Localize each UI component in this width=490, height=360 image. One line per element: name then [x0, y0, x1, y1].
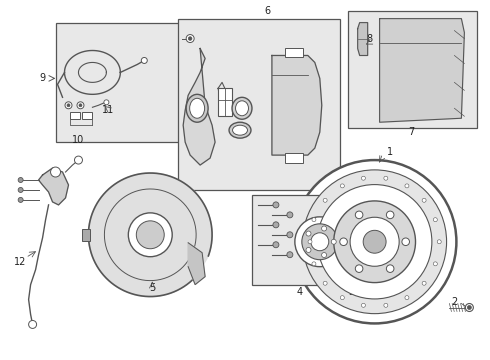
- Circle shape: [405, 184, 409, 188]
- Text: 8: 8: [367, 33, 373, 44]
- Circle shape: [273, 242, 279, 248]
- Ellipse shape: [190, 98, 205, 118]
- Circle shape: [306, 247, 311, 252]
- Polygon shape: [380, 19, 465, 122]
- Text: 12: 12: [14, 257, 27, 267]
- Circle shape: [467, 306, 471, 310]
- Circle shape: [323, 281, 327, 285]
- Text: 10: 10: [73, 135, 85, 145]
- Circle shape: [67, 104, 70, 107]
- Text: 4: 4: [297, 287, 303, 297]
- Polygon shape: [358, 23, 368, 55]
- Circle shape: [141, 58, 147, 63]
- Circle shape: [287, 252, 293, 258]
- Circle shape: [362, 176, 366, 180]
- Text: 9: 9: [40, 73, 46, 84]
- Bar: [252, 195, 347, 285]
- Circle shape: [422, 281, 426, 285]
- Bar: [71, 112, 80, 119]
- Ellipse shape: [229, 122, 251, 138]
- Circle shape: [422, 198, 426, 202]
- Circle shape: [437, 240, 441, 244]
- Circle shape: [311, 233, 329, 251]
- Text: 3: 3: [348, 287, 355, 297]
- Text: 7: 7: [408, 127, 415, 137]
- Text: 2: 2: [451, 297, 458, 306]
- Circle shape: [74, 156, 82, 164]
- Circle shape: [355, 211, 363, 219]
- Circle shape: [28, 320, 37, 328]
- Polygon shape: [39, 168, 69, 205]
- Circle shape: [321, 252, 327, 257]
- Text: 1: 1: [387, 147, 392, 157]
- Circle shape: [387, 211, 394, 219]
- Circle shape: [312, 218, 316, 222]
- Circle shape: [104, 100, 109, 105]
- Circle shape: [273, 222, 279, 228]
- Bar: [218, 88, 232, 116]
- Circle shape: [188, 37, 192, 40]
- Circle shape: [340, 238, 347, 246]
- Circle shape: [355, 265, 363, 273]
- Circle shape: [433, 262, 438, 266]
- Circle shape: [384, 303, 388, 307]
- Ellipse shape: [233, 125, 247, 135]
- Text: 11: 11: [102, 105, 115, 115]
- Circle shape: [136, 221, 164, 249]
- Polygon shape: [272, 55, 322, 155]
- Circle shape: [341, 184, 344, 188]
- Polygon shape: [89, 173, 212, 297]
- Circle shape: [308, 240, 312, 244]
- Circle shape: [287, 232, 293, 238]
- Circle shape: [323, 198, 327, 202]
- Circle shape: [293, 160, 456, 323]
- Circle shape: [18, 177, 23, 183]
- Circle shape: [387, 265, 394, 273]
- Circle shape: [362, 303, 366, 307]
- Circle shape: [306, 231, 311, 236]
- Bar: [285, 153, 303, 163]
- Bar: [348, 11, 477, 128]
- Circle shape: [65, 102, 72, 109]
- Circle shape: [18, 188, 23, 193]
- Circle shape: [79, 104, 82, 107]
- Bar: [55, 23, 185, 142]
- Bar: [285, 48, 303, 58]
- Circle shape: [295, 217, 345, 267]
- Circle shape: [350, 217, 399, 266]
- Circle shape: [334, 201, 416, 283]
- Bar: [82, 229, 91, 241]
- Circle shape: [318, 185, 432, 299]
- Circle shape: [186, 35, 194, 42]
- Text: 5: 5: [149, 283, 155, 293]
- Circle shape: [384, 176, 388, 180]
- Circle shape: [363, 230, 386, 253]
- Text: 6: 6: [265, 6, 271, 15]
- Circle shape: [321, 226, 327, 231]
- Circle shape: [433, 218, 438, 222]
- Circle shape: [287, 212, 293, 218]
- Circle shape: [402, 238, 410, 246]
- Polygon shape: [188, 243, 205, 285]
- Circle shape: [341, 296, 344, 300]
- Ellipse shape: [186, 94, 208, 122]
- Circle shape: [302, 224, 338, 260]
- Circle shape: [50, 167, 61, 177]
- Circle shape: [466, 303, 473, 311]
- Bar: [178, 19, 340, 190]
- Ellipse shape: [232, 97, 252, 119]
- Ellipse shape: [236, 101, 248, 116]
- Circle shape: [312, 262, 316, 266]
- Circle shape: [128, 213, 172, 257]
- Circle shape: [405, 296, 409, 300]
- Polygon shape: [183, 49, 215, 165]
- Bar: [82, 112, 93, 119]
- Circle shape: [303, 170, 446, 314]
- Circle shape: [331, 239, 336, 244]
- Circle shape: [77, 102, 84, 109]
- Circle shape: [18, 197, 23, 202]
- Circle shape: [273, 202, 279, 208]
